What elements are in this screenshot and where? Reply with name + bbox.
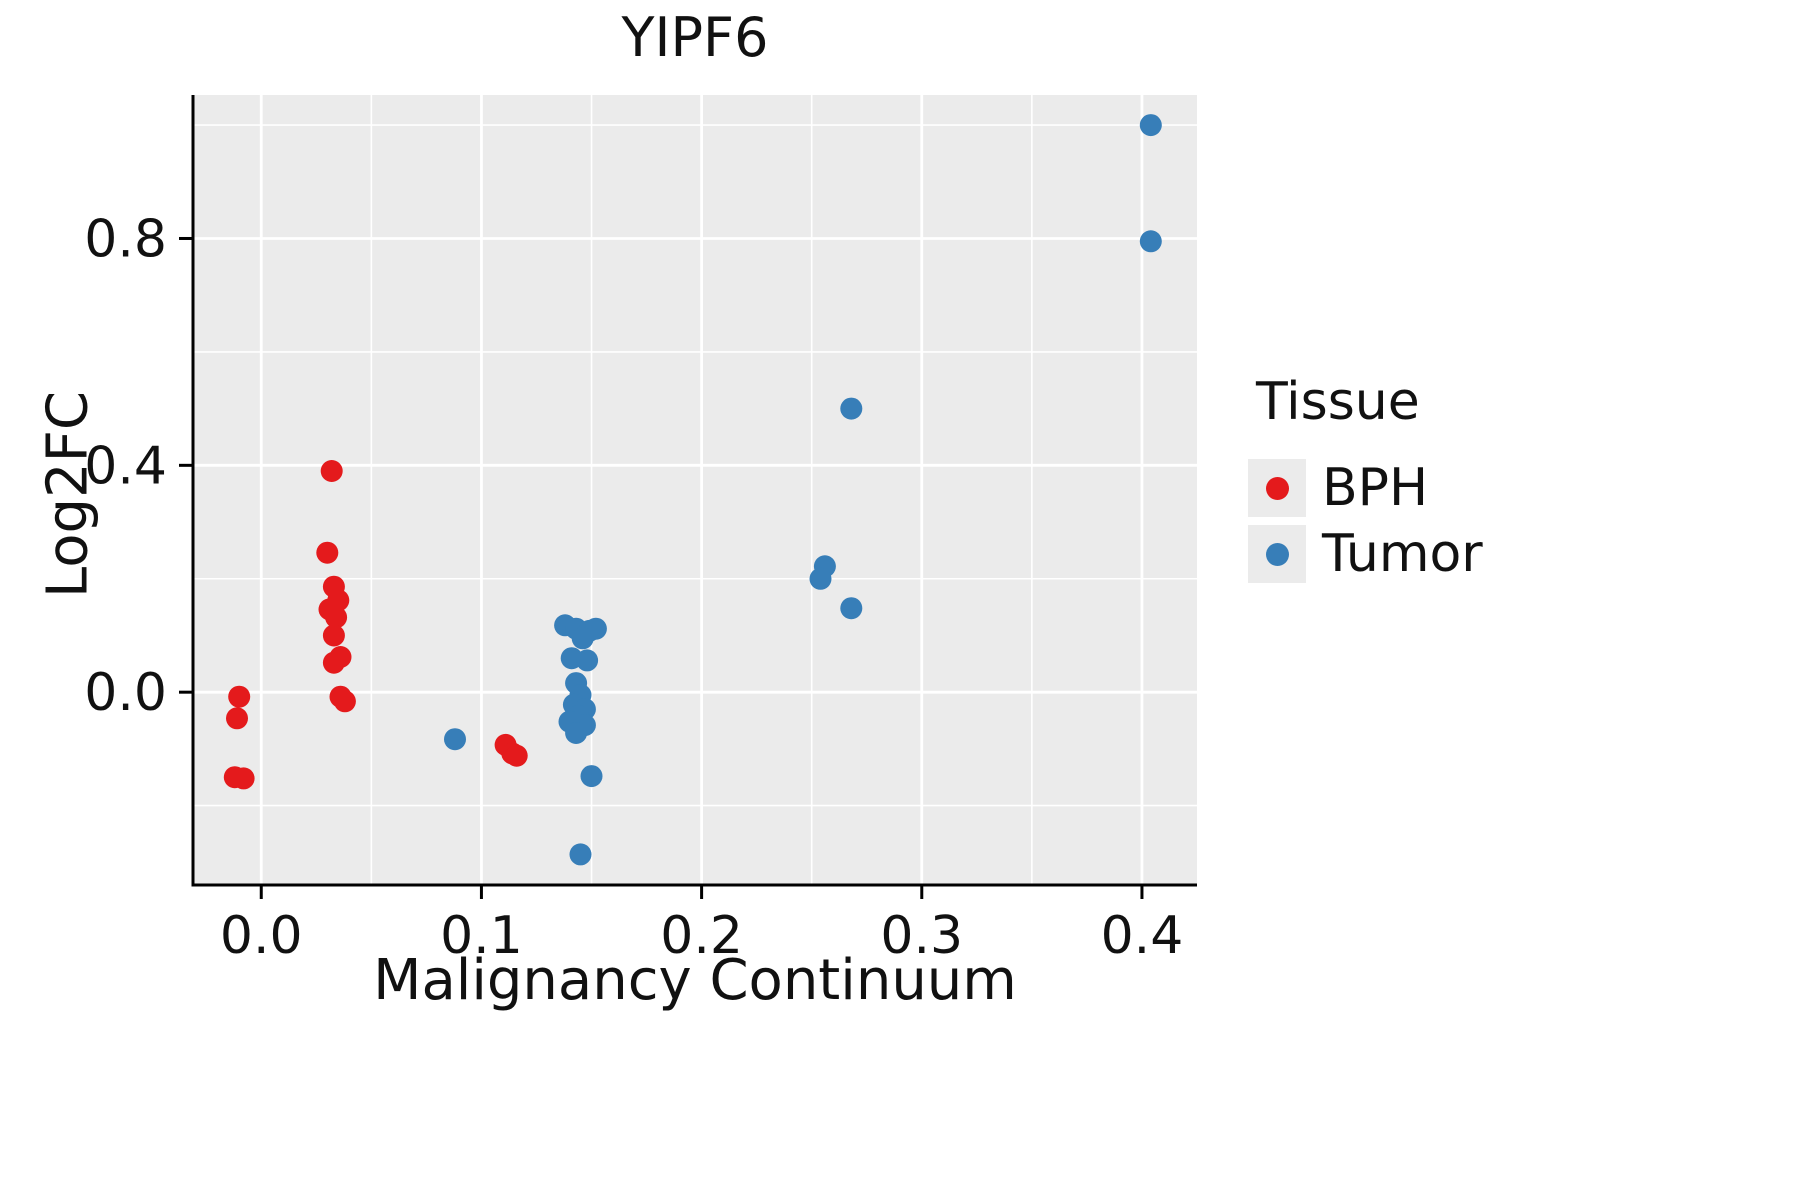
legend-key-tumor xyxy=(1248,525,1306,583)
legend-label-bph: BPH xyxy=(1322,458,1429,518)
data-point xyxy=(226,707,248,730)
svg-text:0.4: 0.4 xyxy=(1101,906,1184,966)
x-axis-label: Malignancy Continuum xyxy=(373,948,1017,1013)
minor-gridlines xyxy=(193,95,1197,885)
legend-label-tumor: Tumor xyxy=(1322,524,1483,584)
data-point xyxy=(228,685,251,708)
svg-text:0.0: 0.0 xyxy=(84,663,167,723)
series-bph xyxy=(223,460,528,790)
svg-text:0.1: 0.1 xyxy=(440,906,523,966)
data-point xyxy=(322,651,345,674)
major-gridlines xyxy=(193,95,1197,885)
tick-marks xyxy=(179,236,1144,899)
data-point xyxy=(809,567,832,590)
svg-text:0.2: 0.2 xyxy=(660,906,743,966)
x-tick-labels: 0.0 0.1 0.2 0.3 0.4 xyxy=(220,906,1183,966)
data-point xyxy=(1139,114,1162,137)
data-point xyxy=(444,728,466,751)
data-point xyxy=(580,765,603,788)
data-point xyxy=(576,649,599,672)
data-point xyxy=(1139,230,1162,253)
svg-text:0.0: 0.0 xyxy=(220,906,303,966)
legend-entry-tumor: Tumor xyxy=(1248,524,1483,584)
y-axis-label: Log2FC xyxy=(35,391,101,598)
series-tumor xyxy=(444,114,1162,866)
data-point xyxy=(320,460,343,482)
data-point xyxy=(505,744,528,767)
y-tick-labels: 0.0 0.4 0.8 xyxy=(84,209,167,723)
legend-key-bph xyxy=(1248,459,1306,517)
svg-text:0.4: 0.4 xyxy=(84,436,167,496)
bph-dot-icon xyxy=(1265,476,1289,500)
legend: Tissue BPH Tumor xyxy=(1248,372,1483,590)
data-point xyxy=(565,722,588,744)
data-point xyxy=(840,597,863,620)
data-point xyxy=(232,767,255,790)
data-point xyxy=(322,624,345,647)
svg-text:0.8: 0.8 xyxy=(84,209,167,269)
panel-background xyxy=(193,95,1197,885)
data-point xyxy=(316,541,339,564)
data-point xyxy=(325,606,348,629)
svg-text:0.3: 0.3 xyxy=(880,906,963,966)
legend-entry-bph: BPH xyxy=(1248,458,1483,518)
data-point xyxy=(840,397,863,420)
tumor-dot-icon xyxy=(1265,542,1289,566)
legend-title: Tissue xyxy=(1256,372,1420,432)
data-point xyxy=(333,690,356,713)
axis-lines xyxy=(191,95,1197,887)
chart-title: YIPF6 xyxy=(621,6,769,69)
data-point xyxy=(571,627,594,650)
data-point xyxy=(569,843,592,866)
